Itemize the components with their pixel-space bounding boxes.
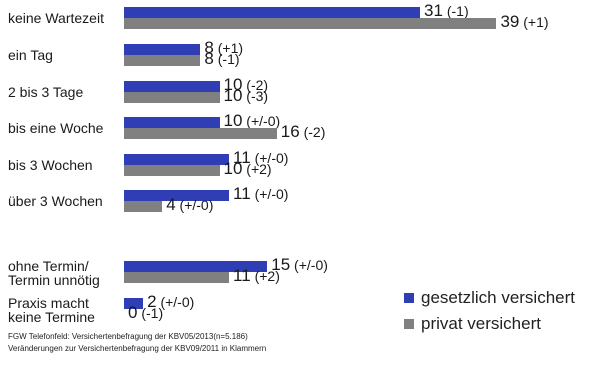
value-number: 11	[233, 148, 251, 167]
bar-gesetzlich	[124, 7, 421, 18]
value-change: (+/-0)	[250, 186, 289, 202]
value-change: (-3)	[242, 88, 269, 104]
value-number: 10	[223, 75, 243, 94]
value-label-gesetzlich: 2 (+/-0)	[147, 292, 195, 311]
legend-label-privat: privat versichert	[421, 314, 541, 333]
value-number: 2	[147, 292, 157, 311]
value-label-privat: 4 (+/-0)	[166, 195, 214, 214]
value-number: 15	[271, 255, 291, 274]
category-label: bis 3 Wochen	[8, 157, 93, 173]
bar-gesetzlich	[124, 81, 220, 92]
bar-privat	[124, 272, 230, 283]
value-number: 8	[204, 38, 214, 57]
value-change: (-1)	[213, 51, 240, 67]
category-label: 2 bis 3 Tage	[8, 84, 84, 100]
value-label-privat: 16 (-2)	[280, 122, 326, 141]
category-label: bis eine Woche	[8, 120, 104, 136]
value-change: (+1)	[213, 40, 244, 56]
bar-privat	[124, 201, 163, 212]
value-number: 10	[223, 159, 243, 178]
legend-label-gesetzlich: gesetzlich versichert	[421, 288, 576, 307]
value-label-privat: 11 (+2)	[233, 266, 280, 285]
footnotes: FGW Telefonfeld: Versichertenbefragung d…	[8, 331, 266, 355]
value-number: 11	[233, 184, 251, 203]
value-change: (+/-0)	[250, 150, 289, 166]
value-change: (+/-0)	[175, 197, 214, 213]
value-label-privat: 10 (+2)	[223, 159, 272, 178]
value-label-gesetzlich: 10 (+/-0)	[223, 111, 281, 130]
value-change: (+2)	[250, 268, 280, 284]
bar-gesetzlich	[124, 190, 230, 201]
bar-privat	[124, 165, 220, 176]
bar-privat	[124, 18, 497, 29]
legend-swatch-privat	[404, 319, 414, 329]
value-change: (-2)	[299, 124, 326, 140]
value-number: 8	[204, 49, 214, 68]
category-label: über 3 Wochen	[8, 193, 103, 209]
value-label-privat: 39 (+1)	[500, 12, 549, 31]
bar-gesetzlich	[124, 154, 230, 165]
footnote-source: FGW Telefonfeld: Versichertenbefragung d…	[8, 332, 248, 341]
bar-gesetzlich	[124, 298, 144, 309]
value-change: (-2)	[242, 77, 269, 93]
value-number: 16	[280, 122, 300, 141]
value-label-gesetzlich: 15 (+/-0)	[271, 255, 328, 274]
value-label-gesetzlich: 8 (+1)	[204, 38, 244, 57]
bar-privat	[124, 55, 201, 66]
value-label-privat: 8 (-1)	[204, 49, 240, 68]
value-change: (+2)	[242, 161, 272, 177]
value-change: (+/-0)	[242, 113, 281, 129]
value-number: 4	[166, 195, 176, 214]
value-change: (-1)	[137, 305, 164, 321]
value-label-gesetzlich: 31 (-1)	[424, 1, 469, 20]
value-label-privat: 10 (-3)	[223, 86, 269, 105]
value-number: 10	[223, 86, 243, 105]
value-label-gesetzlich: 10 (-2)	[223, 75, 269, 94]
category-label: keine Wartezeit	[8, 10, 104, 26]
value-label-privat: 0 (-1)	[128, 303, 164, 322]
value-number: 39	[500, 12, 520, 31]
value-change: (-1)	[442, 3, 469, 19]
bar-gesetzlich	[124, 261, 268, 272]
value-number: 10	[223, 111, 243, 130]
value-number: 0	[128, 303, 138, 322]
bar-gesetzlich	[124, 44, 201, 55]
value-change: (+/-0)	[290, 257, 328, 273]
value-change: (+1)	[519, 14, 549, 30]
legend-swatch-gesetzlich	[404, 293, 414, 303]
category-label: ohne Termin/ Termin unnötig	[8, 258, 100, 288]
value-label-gesetzlich: 11 (+/-0)	[233, 184, 289, 203]
bar-gesetzlich	[124, 117, 220, 128]
bar-privat	[124, 128, 277, 139]
value-number: 31	[424, 1, 443, 20]
footnote-changes: Veränderungen zur Versichertenbefragung …	[8, 344, 267, 353]
category-label: ein Tag	[8, 47, 53, 63]
value-number: 11	[233, 266, 251, 285]
value-change: (+/-0)	[156, 294, 195, 310]
bar-privat	[124, 92, 220, 103]
value-label-gesetzlich: 11 (+/-0)	[233, 148, 289, 167]
category-label: Praxis macht keine Termine	[8, 295, 95, 325]
